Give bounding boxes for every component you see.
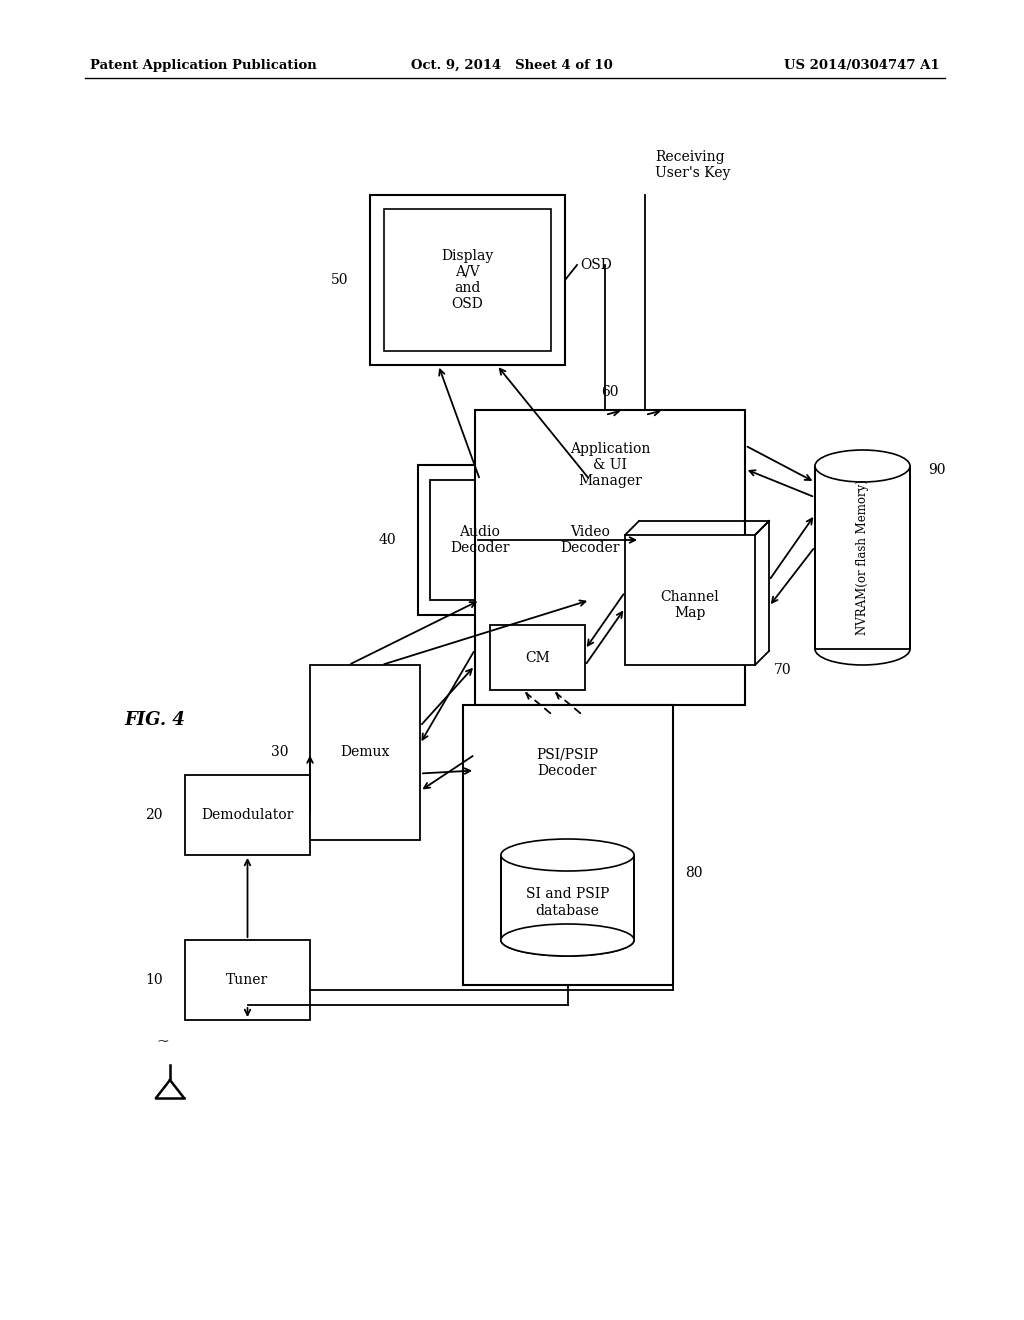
Text: Tuner: Tuner <box>226 973 268 987</box>
Text: 10: 10 <box>145 973 163 987</box>
Text: 90: 90 <box>928 463 945 477</box>
Bar <box>185 775 310 855</box>
Text: Oct. 9, 2014   Sheet 4 of 10: Oct. 9, 2014 Sheet 4 of 10 <box>411 58 613 71</box>
Text: ~: ~ <box>157 1035 169 1049</box>
Ellipse shape <box>501 840 634 871</box>
Bar <box>501 855 634 940</box>
Text: 80: 80 <box>685 866 702 880</box>
Text: Audio
Decoder: Audio Decoder <box>451 525 510 556</box>
Bar <box>540 480 640 601</box>
Text: Application
& UI
Manager: Application & UI Manager <box>569 442 650 488</box>
Bar <box>463 705 673 985</box>
Bar <box>430 480 530 601</box>
Bar <box>418 465 653 615</box>
Text: Receiving
User's Key: Receiving User's Key <box>655 150 730 180</box>
Bar <box>475 411 745 705</box>
Text: Channel
Map: Channel Map <box>660 590 720 620</box>
Bar <box>310 665 420 840</box>
Bar <box>490 624 585 690</box>
Text: CM: CM <box>525 651 550 664</box>
Bar <box>625 535 755 665</box>
Text: NVRAM(or flash Memory): NVRAM(or flash Memory) <box>856 479 869 635</box>
Bar <box>475 715 660 810</box>
Ellipse shape <box>501 924 634 956</box>
Text: 20: 20 <box>145 808 163 822</box>
Text: 60: 60 <box>601 385 618 399</box>
Text: Video
Decoder: Video Decoder <box>560 525 620 556</box>
Text: SI and PSIP
database: SI and PSIP database <box>525 887 609 917</box>
Text: OSD: OSD <box>580 257 611 272</box>
Bar <box>370 195 565 366</box>
Text: 50: 50 <box>331 273 348 286</box>
Ellipse shape <box>815 450 910 482</box>
Text: Demux: Demux <box>340 746 390 759</box>
Ellipse shape <box>815 634 910 665</box>
Bar <box>185 940 310 1020</box>
Ellipse shape <box>501 924 634 956</box>
Text: 40: 40 <box>379 533 396 546</box>
Text: 30: 30 <box>270 746 288 759</box>
Text: US 2014/0304747 A1: US 2014/0304747 A1 <box>784 58 940 71</box>
Text: Demodulator: Demodulator <box>202 808 294 822</box>
Text: 70: 70 <box>774 663 792 677</box>
Bar <box>475 820 660 975</box>
Bar <box>815 466 910 649</box>
Text: Patent Application Publication: Patent Application Publication <box>90 58 316 71</box>
Text: PSI/PSIP
Decoder: PSI/PSIP Decoder <box>537 747 599 777</box>
Text: FIG. 4: FIG. 4 <box>125 711 185 729</box>
Text: Display
A/V
and
OSD: Display A/V and OSD <box>441 248 494 312</box>
Bar <box>384 209 551 351</box>
